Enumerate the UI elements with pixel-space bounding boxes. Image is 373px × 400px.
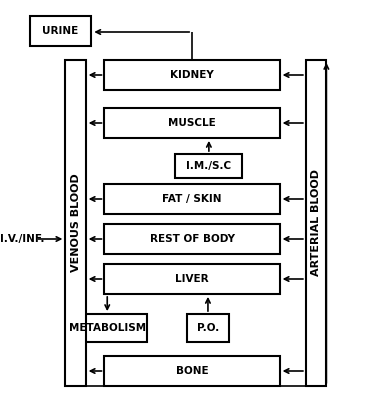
- Text: METABOLISM: METABOLISM: [69, 323, 146, 333]
- Text: ARTERIAL BLOOD: ARTERIAL BLOOD: [311, 170, 321, 276]
- FancyBboxPatch shape: [306, 60, 326, 386]
- Text: I.M./S.C: I.M./S.C: [186, 161, 231, 171]
- FancyBboxPatch shape: [104, 264, 280, 294]
- Text: VENOUS BLOOD: VENOUS BLOOD: [70, 174, 81, 272]
- FancyBboxPatch shape: [30, 16, 91, 46]
- FancyBboxPatch shape: [104, 60, 280, 90]
- FancyBboxPatch shape: [186, 314, 229, 342]
- Text: FAT / SKIN: FAT / SKIN: [162, 194, 222, 204]
- FancyBboxPatch shape: [67, 314, 147, 342]
- Text: URINE: URINE: [43, 26, 79, 36]
- FancyBboxPatch shape: [104, 108, 280, 138]
- FancyBboxPatch shape: [104, 224, 280, 254]
- Text: I.V./INF.: I.V./INF.: [0, 234, 44, 244]
- Text: REST OF BODY: REST OF BODY: [150, 234, 235, 244]
- Text: P.O.: P.O.: [197, 323, 219, 333]
- Text: MUSCLE: MUSCLE: [168, 118, 216, 128]
- Text: LIVER: LIVER: [175, 274, 209, 284]
- Text: KIDNEY: KIDNEY: [170, 70, 214, 80]
- FancyBboxPatch shape: [65, 60, 86, 386]
- Text: BONE: BONE: [176, 366, 209, 376]
- FancyBboxPatch shape: [104, 184, 280, 214]
- FancyBboxPatch shape: [175, 154, 242, 178]
- FancyBboxPatch shape: [104, 356, 280, 386]
